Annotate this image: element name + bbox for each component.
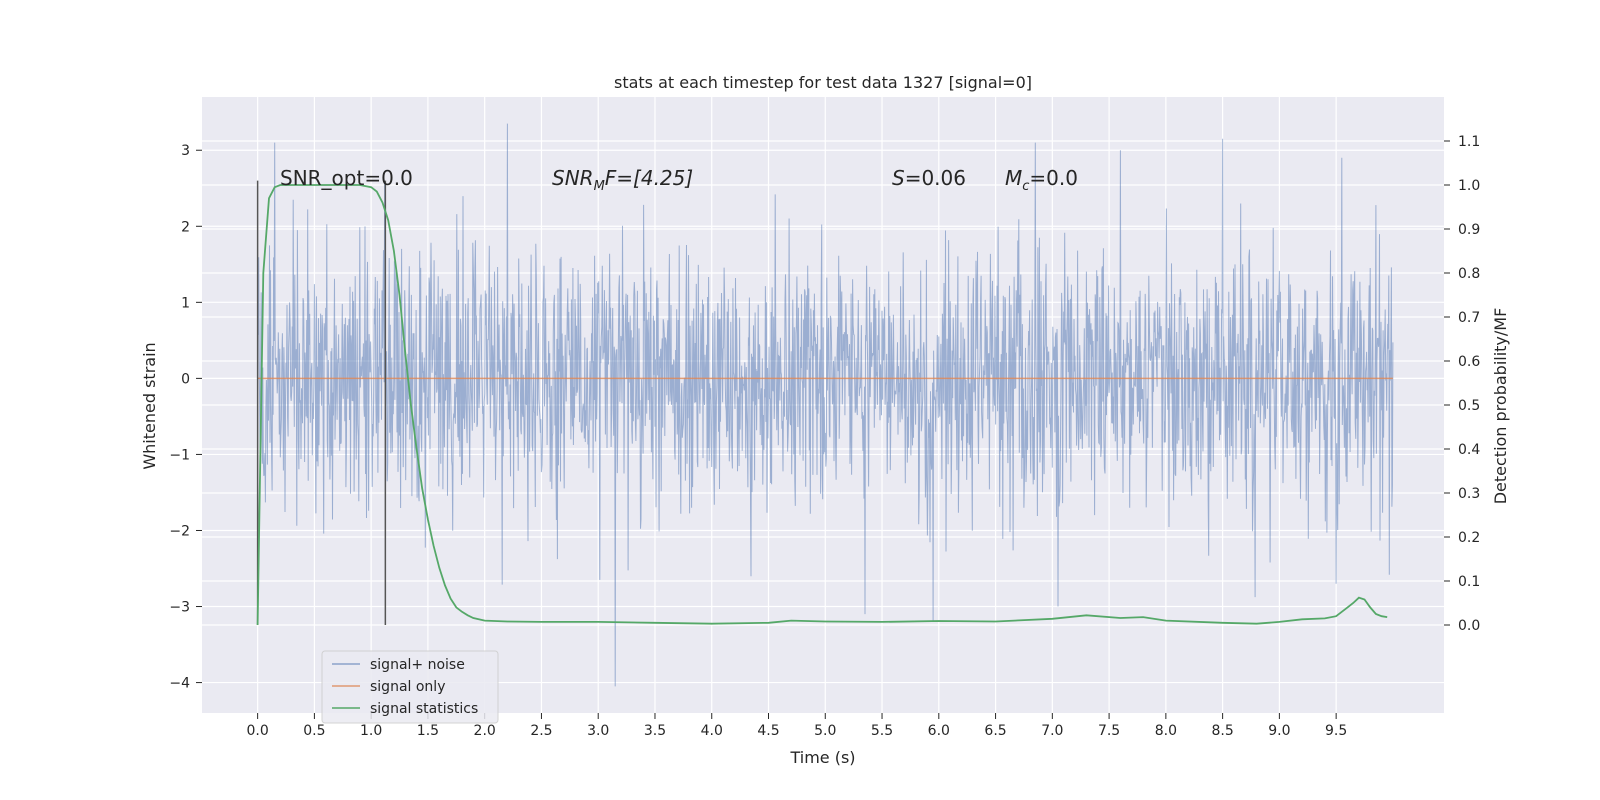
y2-tick-label: 1.1	[1458, 134, 1480, 150]
annotation-mc: Mc=0.0	[1005, 166, 1078, 194]
x-tick-label: 5.0	[814, 723, 836, 739]
y-tick-label: −4	[169, 676, 190, 692]
annotation-snr-mf: SNRMF=[4.25]	[552, 166, 693, 194]
y-tick-label: 1	[181, 295, 190, 311]
noise-series	[257, 123, 1394, 687]
y2-tick-label: 0.7	[1458, 310, 1480, 326]
legend: signal+ noise signal only signal statist…	[321, 650, 499, 724]
overlays	[256, 180, 1393, 626]
y2-tick-label: 0.3	[1458, 486, 1480, 502]
annotation-s-rest: =0.06	[905, 166, 966, 190]
x-tick-label: 7.5	[1098, 723, 1120, 739]
x-tick-label: 3.5	[644, 723, 666, 739]
y2-tick-label: 0.9	[1458, 222, 1480, 238]
series-signal-statistics-line	[256, 184, 1388, 626]
annotation-snr-mf-var: SNR	[552, 166, 594, 190]
y2-tick-label: 0.2	[1458, 530, 1480, 546]
y-tick-label: 2	[181, 219, 190, 235]
y2-tick-label: 0.6	[1458, 354, 1480, 370]
legend-label-signal: signal only	[370, 679, 445, 695]
annotation-snr-mf-rest: F=[4.25]	[605, 166, 693, 190]
x-tick-label: 0.0	[246, 723, 268, 739]
y2-tick-label: 0.0	[1458, 618, 1480, 634]
annotation-snr-mf-sub: M	[594, 179, 605, 194]
y2-tick-label: 0.4	[1458, 442, 1480, 458]
series-signal-noise-line	[257, 123, 1394, 687]
chart-title: stats at each timestep for test data 132…	[614, 73, 1032, 92]
x-tick-label: 3.0	[587, 723, 609, 739]
axes: 0.0 0.5 1.0 1.5 2.0 2.5 3.0 3.5 4.0 4.5 5.0 5.5 6.0 6…	[169, 134, 1480, 739]
x-tick-label: 1.5	[417, 723, 439, 739]
y2-tick-label: 0.1	[1458, 574, 1480, 590]
legend-box	[321, 650, 499, 724]
x-tick-label: 2.0	[474, 723, 496, 739]
y2-tick-label: 0.8	[1458, 266, 1480, 282]
annotation-snr-opt: SNR_opt=0.0	[280, 166, 413, 190]
y2-tick-label: 0.5	[1458, 398, 1480, 414]
x-tick-label: 8.0	[1155, 723, 1177, 739]
y-tick-label: −3	[169, 600, 190, 616]
annotations: SNR_opt=0.0 SNRMF=[4.25] S=0.06 Mc=0.0	[280, 166, 1078, 194]
annotation-s-var: S	[892, 166, 905, 190]
x-tick-label: 9.5	[1325, 723, 1347, 739]
y-tick-label: −1	[169, 447, 190, 463]
legend-label-statistics: signal statistics	[370, 701, 478, 717]
x-tick-label: 1.0	[360, 723, 382, 739]
y2-tick-label: 1.0	[1458, 178, 1480, 194]
y-tick-label: 0	[181, 371, 190, 387]
annotation-mc-var: M	[1005, 166, 1022, 190]
y-tick-label: 3	[181, 143, 190, 159]
y2-axis-label: Detection probability/MF	[1491, 308, 1510, 505]
x-axis-label: Time (s)	[789, 748, 855, 767]
annotation-mc-rest: =0.0	[1029, 166, 1078, 190]
x-tick-label: 7.0	[1041, 723, 1063, 739]
x-tick-label: 9.0	[1268, 723, 1290, 739]
x-tick-label: 8.5	[1211, 723, 1233, 739]
x-tick-label: 0.5	[303, 723, 325, 739]
x-tick-label: 5.5	[871, 723, 893, 739]
legend-label-noise: signal+ noise	[370, 657, 465, 673]
annotation-s: S=0.06	[892, 166, 966, 190]
x-tick-label: 4.0	[701, 723, 723, 739]
annotation-mc-sub: c	[1022, 179, 1029, 194]
y-axis-label: Whitened strain	[140, 342, 159, 469]
x-tick-label: 2.5	[530, 723, 552, 739]
x-tick-label: 6.5	[984, 723, 1006, 739]
y-tick-label: −2	[169, 523, 190, 539]
x-tick-label: 4.5	[757, 723, 779, 739]
x-tick-label: 6.0	[928, 723, 950, 739]
